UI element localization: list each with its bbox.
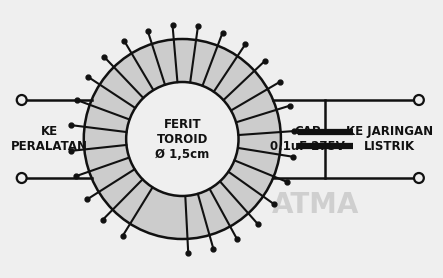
Text: KE JARINGAN
LISTRIK: KE JARINGAN LISTRIK bbox=[346, 125, 433, 153]
Circle shape bbox=[414, 173, 424, 183]
Text: CAP
0,1uF 275V: CAP 0,1uF 275V bbox=[270, 125, 345, 153]
Circle shape bbox=[17, 95, 27, 105]
Circle shape bbox=[17, 173, 27, 183]
Text: KE
PERALATAN: KE PERALATAN bbox=[11, 125, 88, 153]
Text: ATMA: ATMA bbox=[272, 191, 359, 219]
Polygon shape bbox=[84, 39, 281, 239]
Circle shape bbox=[414, 95, 424, 105]
Text: FERIT
TOROID
Ø 1,5cm: FERIT TOROID Ø 1,5cm bbox=[155, 118, 210, 160]
